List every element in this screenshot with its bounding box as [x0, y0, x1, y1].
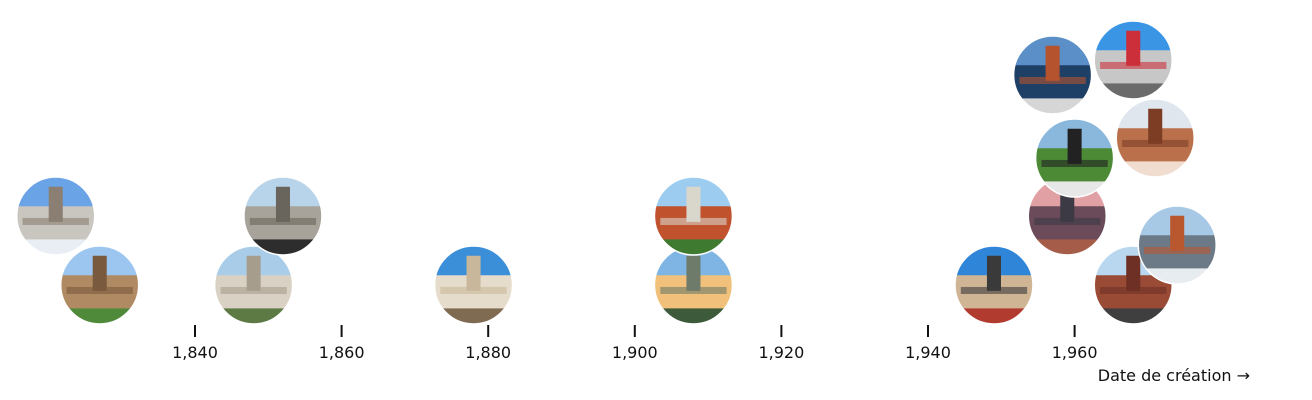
photo-point-border: [59, 245, 140, 325]
photo-point-border: [1115, 98, 1195, 178]
x-tick-label: 1,940: [905, 343, 951, 362]
photo-point[interactable]: [434, 246, 513, 328]
photo-point[interactable]: [954, 246, 1033, 328]
photo-point[interactable]: [1094, 246, 1173, 328]
photo-point-border: [1034, 118, 1115, 198]
photo-point-border: [213, 245, 294, 325]
photo-point[interactable]: [1094, 21, 1173, 103]
x-tick-label: 1,860: [319, 343, 365, 362]
photo-point-border: [954, 245, 1034, 325]
photo-point-border: [1093, 245, 1173, 325]
x-tick-label: 1,880: [465, 343, 511, 362]
photo-point[interactable]: [60, 246, 139, 328]
x-tick-label: 1,960: [1052, 343, 1098, 362]
photo-point[interactable]: [654, 177, 733, 259]
x-axis-title: Date de création →: [1098, 366, 1250, 385]
photo-point-border: [1093, 20, 1173, 100]
photo-point[interactable]: [1013, 36, 1092, 118]
photo-point-border: [1137, 205, 1217, 285]
photo-point-border: [653, 176, 734, 256]
photo-point-border: [15, 176, 96, 256]
photo-point[interactable]: [214, 246, 293, 328]
photo-point-border: [433, 245, 514, 325]
x-tick-label: 1,840: [172, 343, 218, 362]
photo-point-border: [1012, 35, 1093, 115]
photo-point[interactable]: [1116, 99, 1195, 181]
photo-point-border: [243, 176, 323, 256]
photo-point[interactable]: [16, 177, 95, 259]
x-tick-label: 1,920: [758, 343, 804, 362]
x-tick-label: 1,900: [612, 343, 658, 362]
photo-point[interactable]: [654, 246, 733, 328]
